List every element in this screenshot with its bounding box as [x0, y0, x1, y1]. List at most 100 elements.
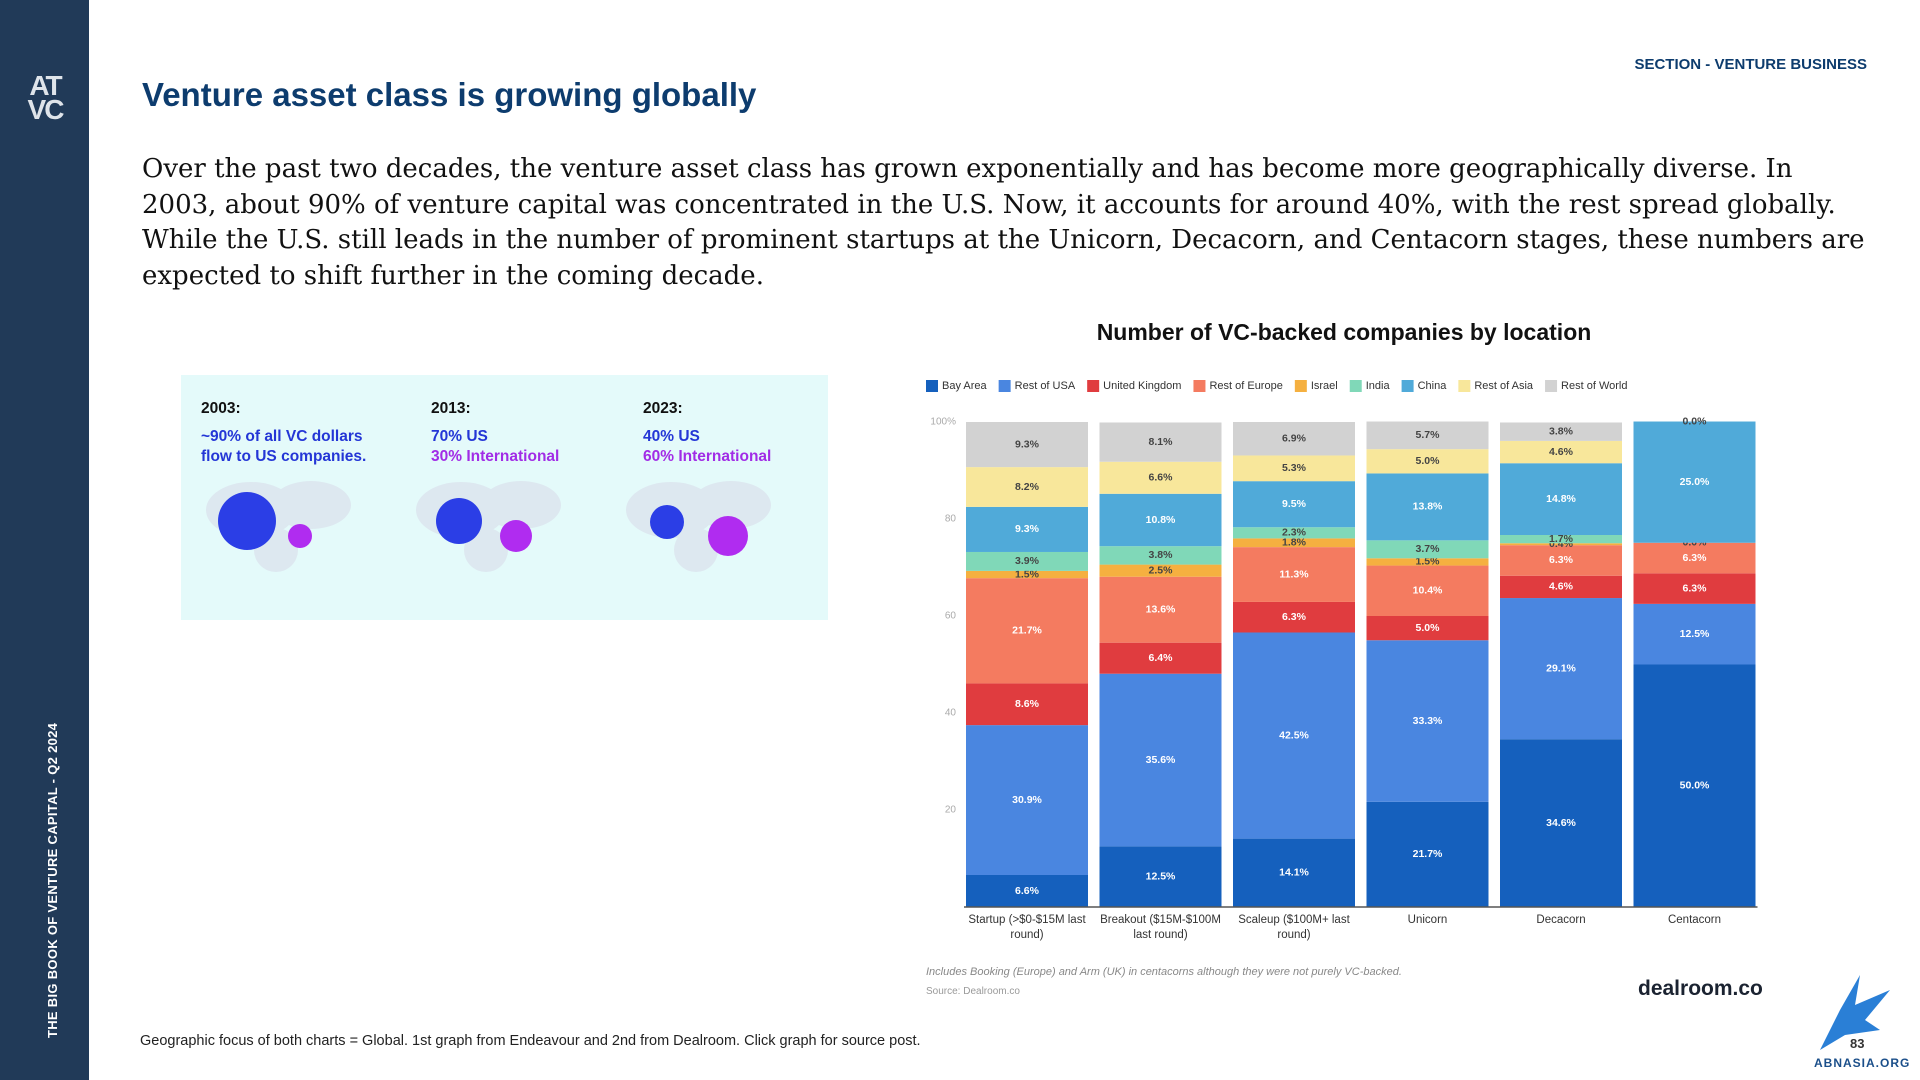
data-label: 10.8% [1146, 514, 1176, 526]
legend-swatch [1087, 380, 1100, 392]
bar-segment [1500, 598, 1622, 740]
bar-segment [1500, 543, 1622, 546]
data-label: 6.3% [1683, 582, 1708, 594]
bar-segment [1233, 455, 1355, 482]
caption: Geographic focus of both charts = Global… [140, 1033, 921, 1049]
x-tick-label: Startup (>$0-$15M last round) [968, 914, 1086, 941]
info-column: 2013: 70% US 30% International [431, 399, 559, 467]
bar-segment [1099, 461, 1222, 494]
info-line: 30% International [431, 448, 560, 465]
data-label: 6.6% [1015, 885, 1040, 897]
data-label: 3.8% [1149, 549, 1174, 561]
bar-segment [966, 725, 1088, 875]
bar-segment [1233, 481, 1355, 528]
slide-title: Venture asset class is growing globally [142, 76, 757, 113]
bar-segment [966, 683, 1088, 726]
data-label: 1.7% [1549, 533, 1574, 545]
data-label: 12.5% [1680, 628, 1710, 640]
brand: dealroom.co [1638, 977, 1763, 1000]
data-label: 5.7% [1416, 429, 1441, 441]
data-label: 5.0% [1416, 622, 1441, 634]
bar-segment [1500, 739, 1622, 907]
data-label: 8.2% [1015, 481, 1040, 493]
bar-segment [1233, 632, 1355, 839]
data-label: 50.0% [1680, 780, 1710, 792]
intl-bubble [500, 520, 532, 552]
bar-segment [1366, 616, 1489, 641]
info-line: 40% US [643, 428, 700, 445]
y-tick-label: 80 [945, 514, 957, 525]
bar-segment [1500, 575, 1622, 599]
data-label: 8.6% [1015, 698, 1040, 710]
bar-segment [1233, 838, 1355, 907]
page-number: 83 [1850, 1036, 1865, 1051]
data-label: 33.3% [1413, 715, 1443, 727]
chart-source: Source: Dealroom.co [926, 986, 1020, 997]
data-label: 0.0% [1683, 415, 1708, 427]
legend-swatch [1401, 380, 1414, 392]
legend-swatch [1193, 380, 1206, 392]
legend-label: Bay Area [942, 380, 988, 392]
data-label: 9.3% [1015, 438, 1040, 450]
us-bubble [650, 505, 684, 539]
x-tick-label: Decacorn [1536, 914, 1586, 926]
bar-segment [966, 551, 1088, 571]
bar-segment [1500, 440, 1622, 464]
bar-segment [1366, 558, 1489, 566]
data-label: 4.6% [1549, 581, 1574, 593]
bar-segment [1099, 673, 1222, 847]
bar-segment [1233, 601, 1355, 633]
bar-segment [1633, 573, 1756, 604]
info-line: 70% US [431, 428, 488, 445]
x-tick-label: Unicorn [1407, 914, 1448, 926]
bar-segment [1500, 545, 1622, 576]
bar-segment [1366, 801, 1489, 907]
data-label: 13.8% [1413, 501, 1443, 513]
infographic: 2003: ~90% of all VC dollars flow to US co… [181, 375, 828, 620]
bar-segment [1099, 846, 1222, 907]
bird-logo [1820, 975, 1890, 1050]
legend-label: Israel [1311, 380, 1338, 392]
data-label: 3.9% [1015, 555, 1040, 567]
bar-segment [1633, 542, 1756, 574]
data-label: 8.1% [1149, 436, 1174, 448]
legend-label: Rest of World [1561, 380, 1627, 392]
legend-label: Rest of Asia [1474, 380, 1534, 392]
data-label: 5.3% [1282, 462, 1307, 474]
sidebar [0, 0, 89, 1080]
bar-segment [1500, 422, 1622, 441]
bar-segment [1500, 463, 1622, 536]
info-line: ~90% of all VC dollars [201, 428, 363, 445]
bar-segment [1099, 422, 1222, 462]
legend-swatch [1349, 380, 1362, 392]
data-label: 42.5% [1279, 729, 1309, 741]
bar-segment [966, 578, 1088, 684]
bar-segment [966, 467, 1088, 507]
data-label: 34.6% [1546, 817, 1576, 829]
data-label: 6.3% [1683, 552, 1708, 564]
info-column: 2003: ~90% of all VC dollars flow to US co… [201, 399, 366, 467]
chart-note: Includes Booking (Europe) and Arm (UK) i… [926, 966, 1402, 978]
y-tick-label: 100% [930, 417, 956, 428]
bar-segment [1099, 576, 1222, 643]
x-tick-label: Centacorn [1667, 914, 1722, 926]
info-line: flow to US companies. [201, 448, 367, 465]
legend-swatch [1294, 380, 1307, 392]
logo-top: AT [29, 70, 62, 101]
x-tick-label: Scaleup ($100M+ last round) [1238, 914, 1350, 941]
bar-segment [1366, 421, 1489, 450]
legend-label: China [1418, 380, 1448, 392]
data-label: 6.3% [1549, 554, 1574, 566]
data-label: 21.7% [1012, 625, 1042, 637]
data-label: 10.4% [1413, 585, 1443, 597]
data-label: 21.7% [1413, 848, 1443, 860]
intl-bubble [708, 516, 748, 556]
bar-segment [966, 570, 1088, 579]
us-bubble [218, 492, 276, 550]
info-column: 2023: 40% US 60% International [643, 399, 771, 467]
legend-swatch [926, 380, 938, 392]
data-label: 14.1% [1279, 867, 1309, 879]
bar-segment [1099, 493, 1222, 547]
bar-segment [1099, 546, 1222, 565]
